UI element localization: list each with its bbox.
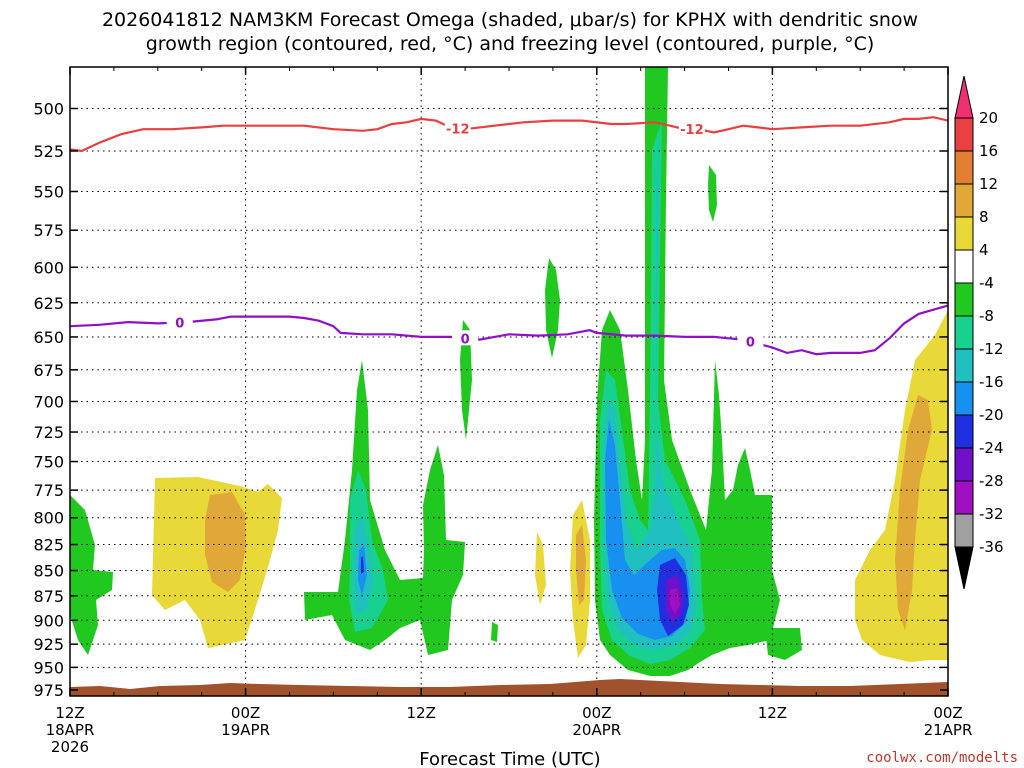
colorbar-swatch — [954, 150, 974, 185]
colorbar-label: -28 — [979, 472, 1004, 490]
y-tick-label: 975 — [33, 681, 64, 700]
y-tick-label: 700 — [33, 392, 64, 411]
colorbar-top-arrow — [954, 75, 974, 119]
y-tick-label: 950 — [33, 658, 64, 677]
colorbar: 20 16 12 8 4 -4 -8 -12 -16 -20 -24 -28 -32 -36 — [954, 75, 1004, 590]
colorbar-swatch — [954, 183, 974, 218]
colorbar-label: -32 — [979, 505, 1004, 523]
contour-label-bg — [737, 333, 764, 349]
y-tick-label: 500 — [33, 100, 64, 119]
y-tick-label: 675 — [33, 361, 64, 380]
colorbar-label: -16 — [979, 373, 1004, 391]
colorbar-label: -8 — [979, 307, 994, 325]
omega-region-orange-19apr — [205, 492, 246, 592]
contour-freezing-level-zero — [70, 304, 948, 356]
y-tick-label: 900 — [33, 611, 64, 630]
omega-region-green-blob-late — [765, 628, 802, 660]
contour-lines: -12 -12 0 0 0 — [70, 116, 948, 356]
grid-lines — [70, 67, 948, 696]
colorbar-label: -12 — [979, 340, 1004, 358]
chart-title-line2: growth region (contoured, red, °C) and f… — [146, 33, 875, 55]
contour-label-bg — [166, 314, 193, 330]
colorbar-label: 20 — [979, 109, 998, 127]
y-tick-label: 775 — [33, 481, 64, 500]
y-tick-label: 825 — [33, 536, 64, 555]
omega-region-green-blob-550 — [708, 165, 717, 222]
terrain-ground — [70, 679, 948, 696]
y-tick-label: 550 — [33, 182, 64, 201]
y-tick-label: 850 — [33, 562, 64, 581]
colorbar-label: -24 — [979, 439, 1004, 457]
x-tick-label: 21APR — [924, 721, 973, 739]
contour-label-bg — [678, 121, 705, 137]
colorbar-swatch — [954, 447, 974, 482]
contour-label-bg — [444, 120, 471, 136]
omega-region-magenta-updraft — [670, 588, 680, 614]
contour-label-dendritic-growth-minus12: -12 — [446, 122, 470, 137]
colorbar-swatch — [954, 315, 974, 350]
omega-region-yellow-00z — [535, 532, 546, 605]
colorbar-bottom-arrow — [954, 546, 974, 590]
omega-region-green-blob-600 — [545, 258, 560, 358]
contour-label-freezing-level-zero: 0 — [175, 316, 184, 331]
omega-region-orange-21apr — [895, 395, 932, 630]
x-tick-label: 12Z — [55, 704, 84, 722]
colorbar-swatch — [954, 282, 974, 317]
x-tick-label: 20APR — [572, 721, 621, 739]
colorbar-label: -36 — [979, 538, 1004, 556]
contour-label-freezing-level-zero: 0 — [461, 332, 470, 347]
colorbar-swatch — [954, 348, 974, 383]
y-tick-label: 625 — [33, 294, 64, 313]
x-tick-label: 00Z — [933, 704, 962, 722]
x-tick-label: 00Z — [231, 704, 260, 722]
x-tick-label: 12Z — [758, 704, 787, 722]
credit-text: coolwx.com/modelts — [866, 750, 1018, 766]
x-tick-label: 12Z — [407, 704, 436, 722]
y-tick-label: 600 — [33, 258, 64, 277]
y-tick-label: 575 — [33, 221, 64, 240]
contour-label-freezing-level-zero: 0 — [746, 336, 755, 351]
contour-dendritic-growth-minus12 — [70, 116, 948, 153]
y-tick-label: 925 — [33, 635, 64, 654]
y-tick-label: 725 — [33, 423, 64, 442]
y-tick-label: 750 — [33, 453, 64, 472]
omega-region-navy-12z — [361, 556, 364, 574]
chart-title-line1: 2026041812 NAM3KM Forecast Omega (shaded… — [102, 9, 918, 31]
omega-region-green-18apr — [70, 495, 113, 655]
colorbar-swatch — [954, 414, 974, 449]
omega-region-green-blob-900 — [491, 622, 498, 642]
colorbar-label: -4 — [979, 274, 994, 292]
x-tick-label: 19APR — [221, 721, 270, 739]
colorbar-label: -20 — [979, 406, 1004, 424]
x-tick-label: 18APR — [46, 721, 95, 739]
x-axis-label: Forecast Time (UTC) — [419, 749, 600, 768]
y-axis: 500 525 550 575 600 625 650 675 700 725 750 775 800 8… — [33, 100, 948, 700]
omega-region-cyan-updraft — [604, 140, 696, 650]
y-tick-label: 525 — [33, 142, 64, 161]
y-tick-label: 650 — [33, 328, 64, 347]
omega-region-orange-00z — [576, 525, 586, 605]
colorbar-label: 4 — [979, 241, 989, 259]
contour-label-dendritic-growth-minus12: -12 — [680, 123, 704, 138]
colorbar-swatch — [954, 381, 974, 416]
colorbar-label: 12 — [979, 175, 998, 193]
omega-shading — [70, 67, 948, 676]
x-tick-label: 2026 — [51, 738, 89, 756]
colorbar-swatch — [954, 249, 974, 284]
colorbar-label: 8 — [979, 208, 989, 226]
colorbar-swatch — [954, 216, 974, 251]
colorbar-label: 16 — [979, 142, 998, 160]
omega-region-green-blob-650 — [460, 320, 472, 440]
colorbar-swatch — [954, 480, 974, 515]
x-tick-label: 00Z — [582, 704, 611, 722]
colorbar-swatch — [954, 117, 974, 152]
y-tick-label: 875 — [33, 587, 64, 606]
plot-area: -12 -12 0 0 0 — [70, 67, 948, 696]
omega-region-green-12z — [304, 360, 465, 655]
contour-label-bg — [452, 330, 479, 346]
colorbar-swatch — [954, 513, 974, 548]
y-tick-label: 800 — [33, 509, 64, 528]
